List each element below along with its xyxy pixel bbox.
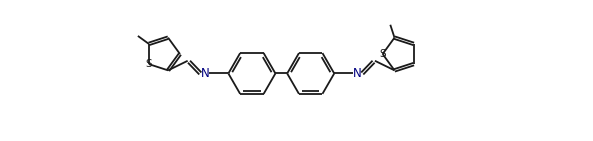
Text: N: N bbox=[200, 67, 209, 80]
Text: S: S bbox=[145, 59, 152, 69]
Text: N: N bbox=[353, 67, 362, 80]
Text: S: S bbox=[380, 49, 386, 59]
